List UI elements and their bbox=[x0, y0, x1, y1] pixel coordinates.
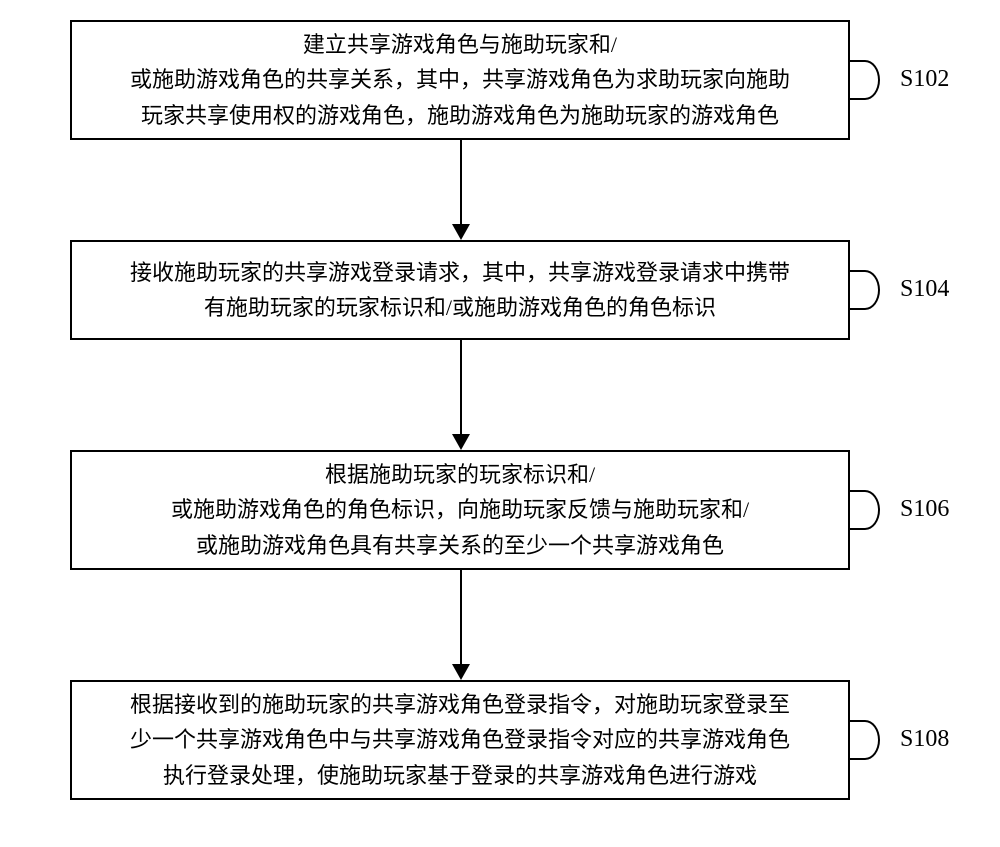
step-text-s106: 根据施助玩家的玩家标识和/ 或施助游戏角色的角色标识，向施助玩家反馈与施助玩家和… bbox=[171, 457, 749, 563]
arrow-s104-s106 bbox=[452, 340, 470, 450]
arrow-line bbox=[460, 340, 462, 434]
arrow-head-icon bbox=[452, 434, 470, 450]
arrow-line bbox=[460, 140, 462, 224]
arrow-head-icon bbox=[452, 664, 470, 680]
step-text-s102: 建立共享游戏角色与施助玩家和/ 或施助游戏角色的共享关系，其中，共享游戏角色为求… bbox=[130, 27, 790, 133]
step-label-s104: S104 bbox=[900, 276, 949, 303]
step-text-s104: 接收施助玩家的共享游戏登录请求，其中，共享游戏登录请求中携带 有施助玩家的玩家标… bbox=[130, 255, 790, 325]
arrow-line bbox=[460, 570, 462, 664]
step-box-s104: 接收施助玩家的共享游戏登录请求，其中，共享游戏登录请求中携带 有施助玩家的玩家标… bbox=[70, 240, 850, 340]
arrow-s106-s108 bbox=[452, 570, 470, 680]
step-box-s108: 根据接收到的施助玩家的共享游戏角色登录指令，对施助玩家登录至 少一个共享游戏角色… bbox=[70, 680, 850, 800]
flowchart-container: 建立共享游戏角色与施助玩家和/ 或施助游戏角色的共享关系，其中，共享游戏角色为求… bbox=[0, 0, 1000, 847]
label-connector-s104 bbox=[850, 270, 880, 310]
step-label-s102: S102 bbox=[900, 66, 949, 93]
step-label-s108: S108 bbox=[900, 726, 949, 753]
step-box-s106: 根据施助玩家的玩家标识和/ 或施助游戏角色的角色标识，向施助玩家反馈与施助玩家和… bbox=[70, 450, 850, 570]
step-label-s106: S106 bbox=[900, 496, 949, 523]
label-connector-s106 bbox=[850, 490, 880, 530]
arrow-s102-s104 bbox=[452, 140, 470, 240]
label-connector-s108 bbox=[850, 720, 880, 760]
step-text-s108: 根据接收到的施助玩家的共享游戏角色登录指令，对施助玩家登录至 少一个共享游戏角色… bbox=[130, 687, 790, 793]
step-box-s102: 建立共享游戏角色与施助玩家和/ 或施助游戏角色的共享关系，其中，共享游戏角色为求… bbox=[70, 20, 850, 140]
arrow-head-icon bbox=[452, 224, 470, 240]
label-connector-s102 bbox=[850, 60, 880, 100]
